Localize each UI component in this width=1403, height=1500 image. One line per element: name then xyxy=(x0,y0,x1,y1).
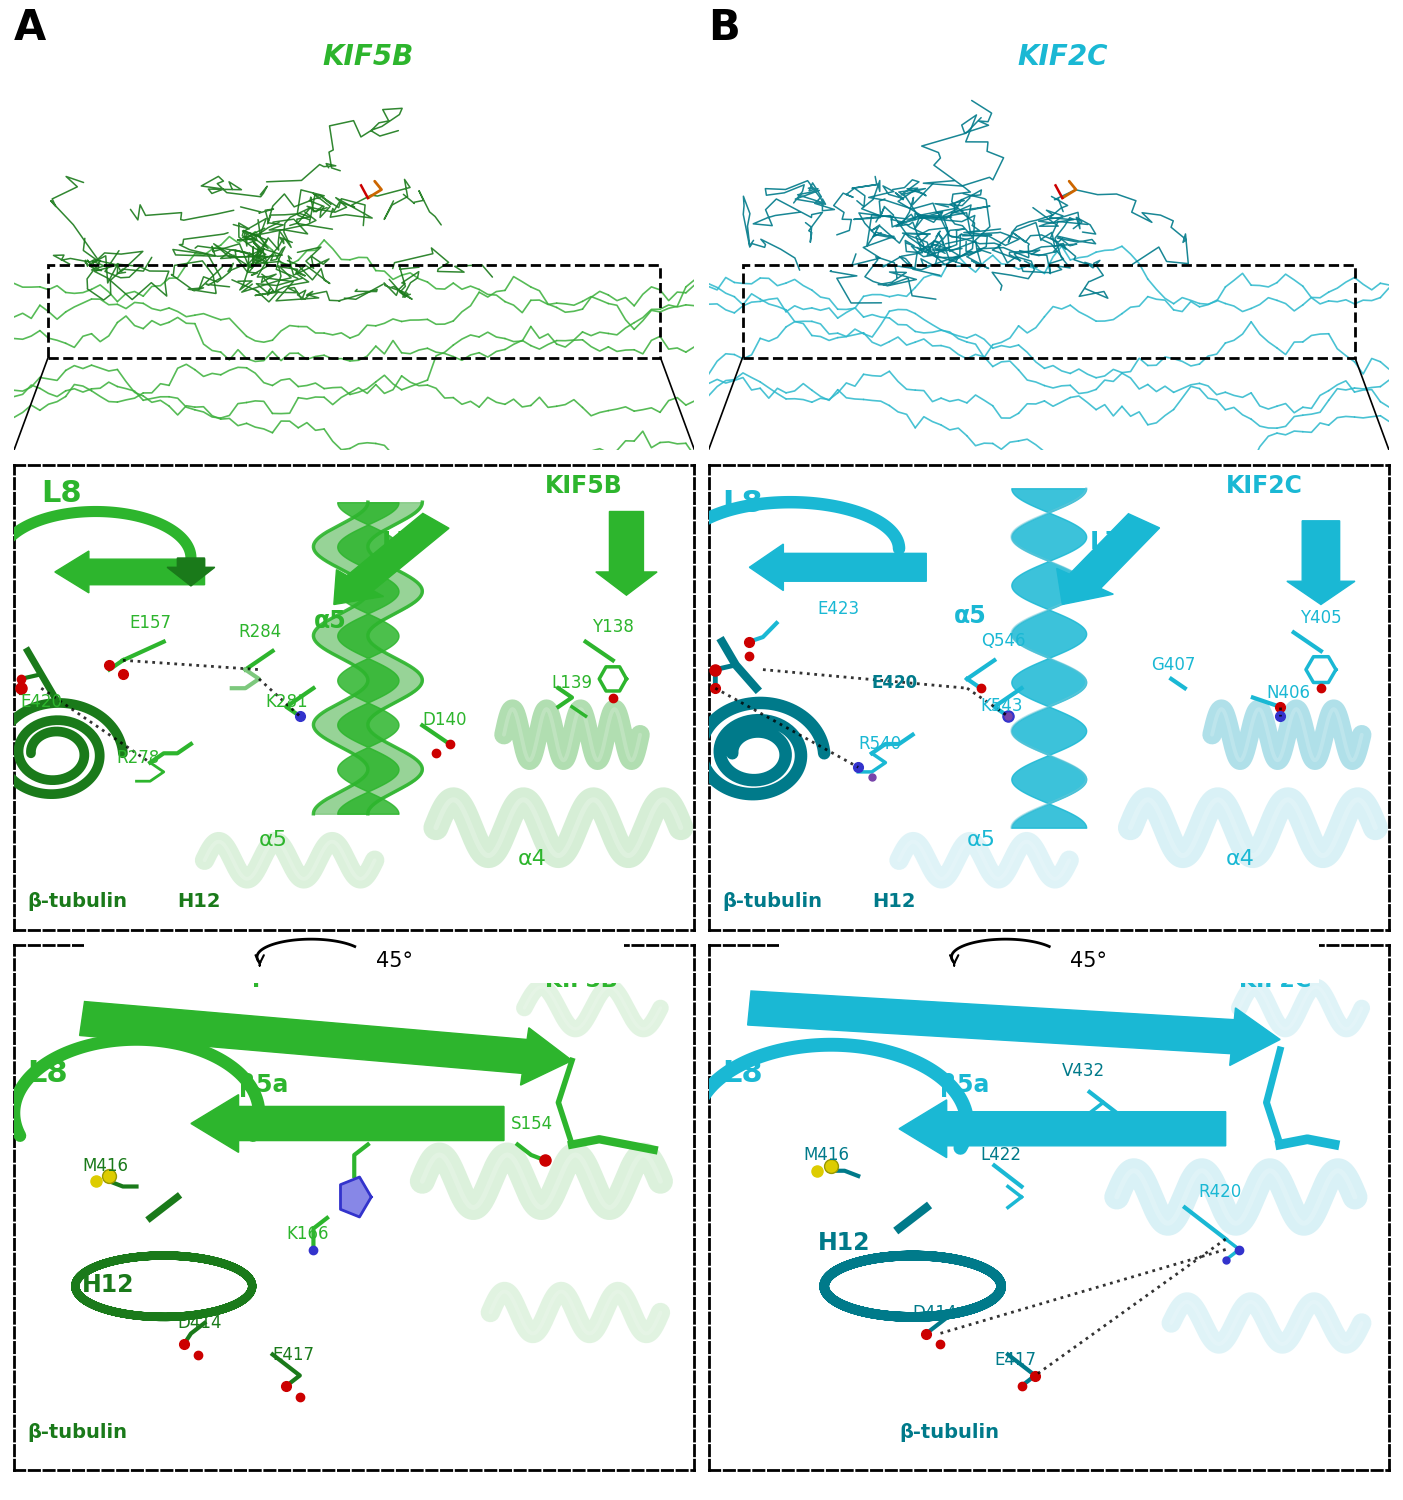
Text: L8: L8 xyxy=(723,1059,763,1088)
Text: KIF5B: KIF5B xyxy=(323,42,414,70)
FancyArrow shape xyxy=(80,1002,572,1084)
Text: KIF2C: KIF2C xyxy=(1017,42,1107,70)
Text: KIF5B: KIF5B xyxy=(544,474,623,498)
Text: A: A xyxy=(14,8,46,50)
Text: N406: N406 xyxy=(1267,684,1310,702)
FancyArrow shape xyxy=(749,544,926,591)
Text: β-tubulin: β-tubulin xyxy=(899,1424,999,1443)
Text: E417: E417 xyxy=(995,1352,1037,1370)
Text: KIF2C: KIF2C xyxy=(1226,474,1302,498)
Text: β5a: β5a xyxy=(239,1072,288,1096)
Bar xyxy=(48,266,661,357)
Polygon shape xyxy=(341,1178,372,1216)
FancyArrow shape xyxy=(167,558,215,586)
Text: 45°: 45° xyxy=(1070,951,1107,970)
Text: KIF5B: KIF5B xyxy=(544,970,617,992)
Text: Y138: Y138 xyxy=(592,618,634,636)
Text: Y405: Y405 xyxy=(1301,609,1343,627)
Text: B: B xyxy=(709,8,741,50)
Text: R420: R420 xyxy=(1198,1184,1242,1202)
Text: E420: E420 xyxy=(871,674,918,692)
Text: H12: H12 xyxy=(177,891,220,910)
Text: α5: α5 xyxy=(954,604,986,628)
Text: L7: L7 xyxy=(382,530,415,554)
Text: G407: G407 xyxy=(1150,656,1195,674)
Text: K543: K543 xyxy=(981,698,1023,715)
Text: α4: α4 xyxy=(518,849,546,868)
Text: α5: α5 xyxy=(313,609,347,633)
Text: L8: L8 xyxy=(41,478,81,508)
FancyArrow shape xyxy=(748,992,1280,1065)
Text: E423: E423 xyxy=(818,600,860,618)
Text: E420: E420 xyxy=(21,693,63,711)
Text: E157: E157 xyxy=(129,614,171,632)
Text: D414: D414 xyxy=(912,1304,957,1322)
Text: S154: S154 xyxy=(511,1114,553,1132)
Text: Q546: Q546 xyxy=(981,633,1026,651)
Text: M416: M416 xyxy=(804,1146,850,1164)
FancyArrow shape xyxy=(596,512,657,596)
Text: β5b: β5b xyxy=(253,963,303,987)
Text: α4: α4 xyxy=(1226,849,1254,868)
Text: α5: α5 xyxy=(260,831,288,850)
Text: K281: K281 xyxy=(265,693,309,711)
Text: D140: D140 xyxy=(422,711,467,729)
Text: β-tubulin: β-tubulin xyxy=(28,891,128,910)
Text: R284: R284 xyxy=(239,622,282,640)
Text: V432: V432 xyxy=(1062,1062,1106,1080)
FancyArrow shape xyxy=(1287,520,1355,605)
Text: M416: M416 xyxy=(81,1156,128,1174)
Text: D414: D414 xyxy=(177,1314,222,1332)
Text: H12: H12 xyxy=(818,1230,870,1254)
Text: K166: K166 xyxy=(286,1226,328,1244)
Text: L8: L8 xyxy=(28,1059,69,1088)
Text: R278: R278 xyxy=(116,748,160,766)
Bar xyxy=(742,266,1355,357)
FancyArrow shape xyxy=(899,1100,1226,1158)
Text: E417: E417 xyxy=(272,1346,314,1364)
Text: L7: L7 xyxy=(1090,530,1122,554)
FancyArrow shape xyxy=(191,1095,504,1152)
Text: β-tubulin: β-tubulin xyxy=(723,891,822,910)
Text: β5b: β5b xyxy=(885,957,936,981)
Text: H156: H156 xyxy=(341,1114,384,1132)
FancyArrow shape xyxy=(334,513,449,604)
Text: β5a: β5a xyxy=(940,1072,989,1096)
Text: α5: α5 xyxy=(967,831,996,850)
Text: R540: R540 xyxy=(859,735,901,753)
FancyArrow shape xyxy=(1056,513,1159,604)
Text: L422: L422 xyxy=(981,1146,1021,1164)
Text: 45°: 45° xyxy=(376,951,412,970)
FancyArrow shape xyxy=(55,550,205,592)
Text: KIF2C: KIF2C xyxy=(1239,970,1312,992)
Text: H12: H12 xyxy=(871,891,915,910)
Text: L139: L139 xyxy=(551,674,592,692)
Text: β-tubulin: β-tubulin xyxy=(28,1424,128,1443)
Text: H12: H12 xyxy=(81,1272,135,1296)
Text: L8: L8 xyxy=(723,489,763,518)
